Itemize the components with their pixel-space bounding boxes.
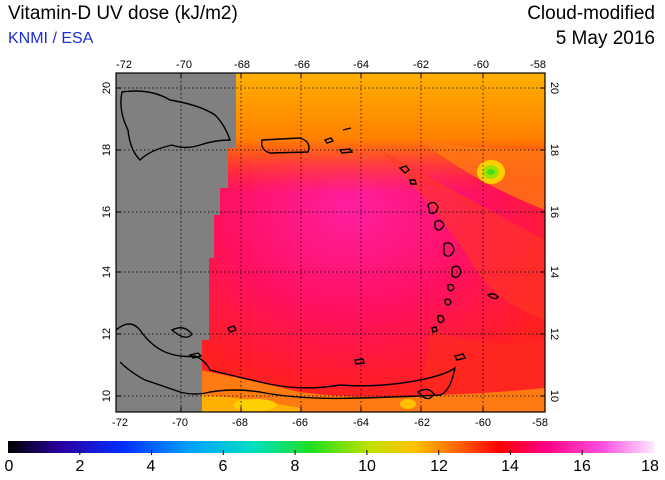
lon-label: -70 bbox=[172, 417, 188, 429]
lat-label: 20 bbox=[101, 82, 113, 94]
colorbar-label: 8 bbox=[290, 458, 300, 475]
lat-labels-right: 20 18 16 14 12 10 bbox=[548, 82, 560, 402]
lon-label: -64 bbox=[353, 59, 369, 71]
lat-label: 14 bbox=[548, 266, 560, 278]
graticule bbox=[116, 73, 545, 412]
lat-label: 18 bbox=[548, 144, 560, 156]
colorbar-label: 2 bbox=[75, 458, 85, 475]
mode-label: Cloud-modified bbox=[527, 3, 655, 24]
colorbar-label: 16 bbox=[573, 458, 591, 475]
map-field bbox=[116, 73, 545, 412]
lon-label: -62 bbox=[413, 59, 429, 71]
lon-label: -58 bbox=[530, 59, 546, 71]
coastline bbox=[115, 90, 499, 400]
colorbar-label: 18 bbox=[641, 458, 659, 475]
colorbar-ticks bbox=[79, 450, 583, 455]
lat-label: 18 bbox=[101, 144, 113, 156]
colorbar-label: 12 bbox=[430, 458, 448, 475]
colorbar-label: 10 bbox=[358, 458, 376, 475]
lon-label: -62 bbox=[414, 417, 430, 429]
lat-labels-left: 20 18 16 14 12 10 bbox=[101, 82, 113, 402]
lon-label: -72 bbox=[116, 59, 132, 71]
lat-label: 12 bbox=[548, 328, 560, 340]
lon-label: -60 bbox=[475, 417, 491, 429]
map-title: Vitamin-D UV dose (kJ/m2) bbox=[8, 3, 238, 24]
lat-label: 16 bbox=[548, 206, 560, 218]
lon-label: -70 bbox=[176, 59, 192, 71]
lon-label: -72 bbox=[112, 417, 128, 429]
lat-label: 20 bbox=[548, 82, 560, 94]
lon-label: -68 bbox=[234, 59, 250, 71]
lat-label: 16 bbox=[101, 206, 113, 218]
colorbar bbox=[8, 441, 654, 453]
lon-label: -66 bbox=[294, 59, 310, 71]
lat-label: 10 bbox=[548, 390, 560, 402]
date-label: 5 May 2016 bbox=[555, 28, 655, 49]
colorbar-label: 0 bbox=[4, 458, 14, 475]
frame-ticks bbox=[116, 73, 545, 412]
lon-label: -58 bbox=[532, 417, 548, 429]
colorbar-label: 6 bbox=[218, 458, 228, 475]
lon-label: -68 bbox=[232, 417, 248, 429]
lon-label: -66 bbox=[292, 417, 308, 429]
lon-labels-bottom: -72 -70 -68 -66 -64 -62 -60 -58 bbox=[112, 417, 548, 429]
map-frame bbox=[115, 72, 546, 413]
colorbar-label: 4 bbox=[146, 458, 156, 475]
lat-label: 12 bbox=[101, 328, 113, 340]
lon-label: -64 bbox=[353, 417, 369, 429]
credit-label: KNMI / ESA bbox=[8, 30, 94, 47]
lat-label: 10 bbox=[101, 390, 113, 402]
lon-labels-top: -72 -70 -68 -66 -64 -62 -60 -58 bbox=[116, 59, 546, 71]
lon-label: -60 bbox=[473, 59, 489, 71]
lat-label: 14 bbox=[101, 266, 113, 278]
colorbar-label: 14 bbox=[501, 458, 519, 475]
